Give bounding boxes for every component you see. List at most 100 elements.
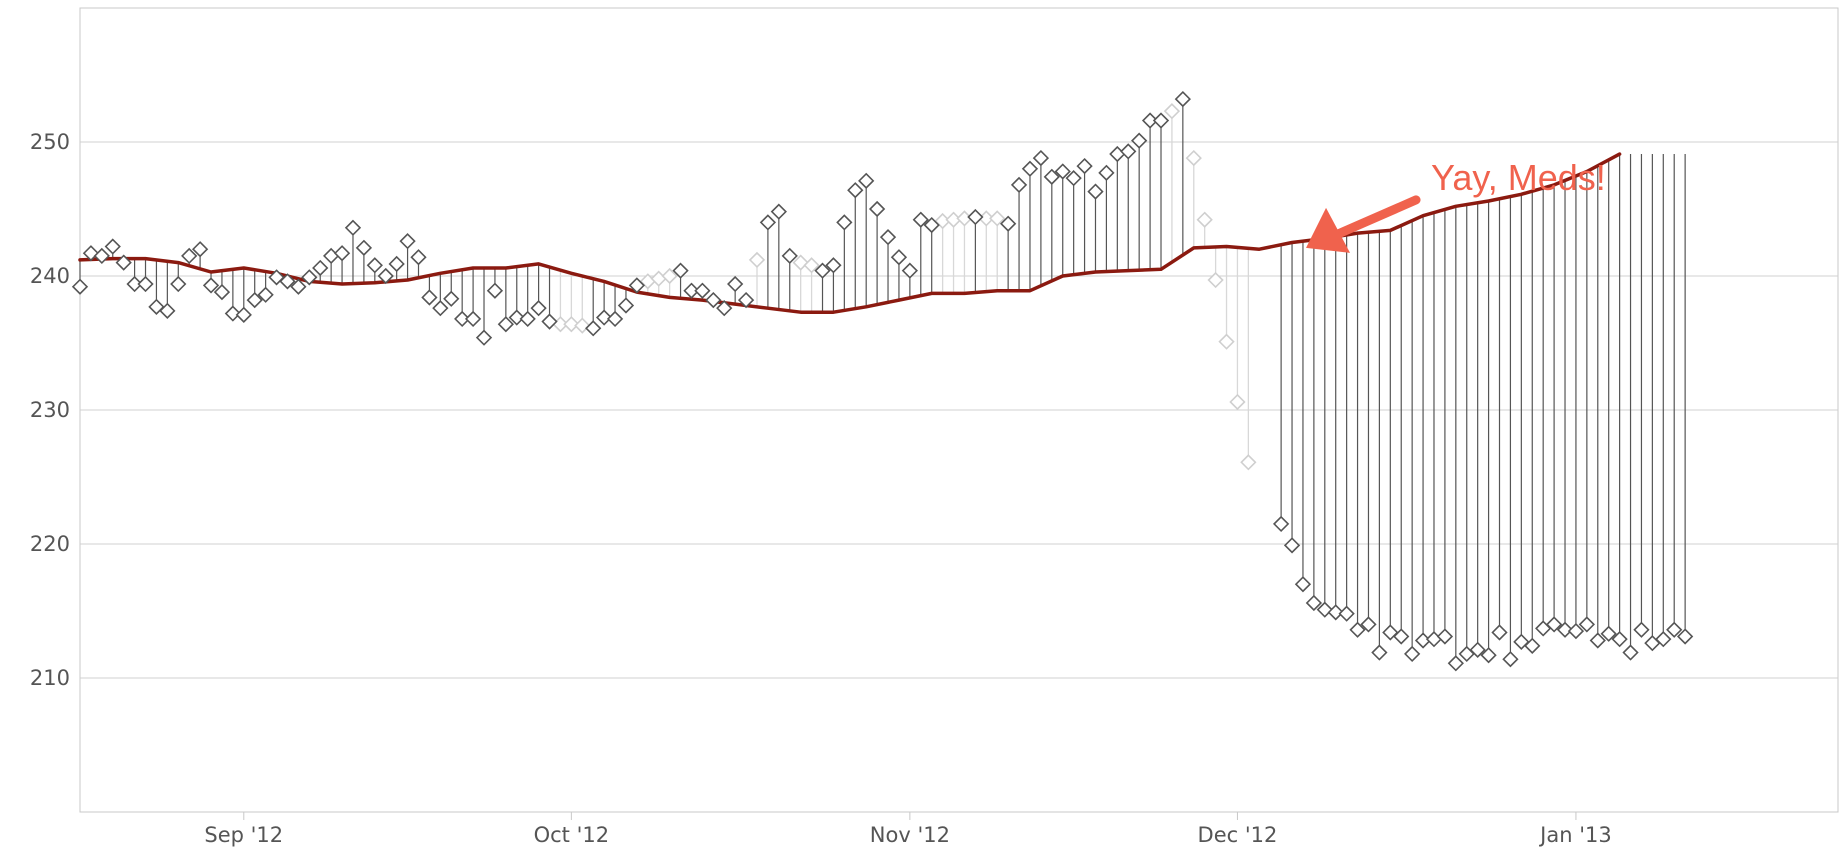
measurement-marker <box>912 211 929 228</box>
measurement-marker <box>879 229 897 246</box>
measurement-marker <box>770 203 787 220</box>
measurement-marker <box>159 302 176 319</box>
measurement-marker <box>323 247 340 265</box>
x-tick-label: Dec '12 <box>1198 823 1278 847</box>
measurement-marker <box>508 309 525 326</box>
interpolated-marker <box>574 317 591 334</box>
measurement-marker <box>1054 163 1071 180</box>
y-tick-label: 220 <box>30 532 70 556</box>
measurement-marker <box>301 269 318 286</box>
measurement-marker <box>1611 631 1628 648</box>
measurement-marker <box>1600 625 1617 642</box>
measurement-marker <box>1404 645 1421 663</box>
interpolated-marker <box>748 251 766 269</box>
interpolated-marker <box>1185 149 1202 167</box>
measurement-marker <box>170 275 187 293</box>
measurement-marker <box>1425 631 1443 648</box>
measurement-marker <box>705 291 722 309</box>
measurement-marker <box>1447 655 1464 672</box>
measurement-marker <box>1032 149 1050 167</box>
measurement-marker <box>1065 170 1082 187</box>
measurement-marker <box>224 305 242 322</box>
interpolated-marker <box>803 257 820 274</box>
measurement-marker <box>737 291 755 309</box>
annotation-arrow-shaft <box>1331 195 1421 240</box>
measurement-marker <box>901 262 918 279</box>
measurement-marker <box>858 172 875 189</box>
measurement-marker <box>126 275 143 293</box>
measurement-marker <box>1480 647 1497 664</box>
measurement-marker <box>1120 143 1137 160</box>
interpolated-marker <box>989 210 1006 227</box>
measurement-marker <box>268 269 285 286</box>
measurement-marker <box>814 262 831 279</box>
measurement-marker <box>1294 576 1312 593</box>
measurement-marker <box>1000 215 1017 232</box>
interpolated-marker <box>650 270 667 287</box>
measurement-marker <box>1316 601 1333 618</box>
measurement-marker <box>312 259 329 277</box>
measurement-marker <box>137 275 154 293</box>
measurement-marker <box>1371 644 1388 661</box>
measurement-marker <box>825 257 842 274</box>
measurement-marker <box>1469 641 1486 658</box>
measurement-marker <box>1360 616 1377 633</box>
measurement-marker <box>279 273 296 290</box>
measurement-marker <box>1021 160 1039 177</box>
measurement-marker <box>355 239 373 256</box>
measurement-marker <box>672 262 689 279</box>
measurement-marker <box>1087 183 1104 200</box>
trend-line <box>78 152 1622 314</box>
measurement-marker <box>1556 621 1574 638</box>
measurement-marker <box>1589 632 1606 649</box>
measurement-marker <box>1283 537 1301 554</box>
measurement-marker <box>82 245 100 262</box>
measurement-marker <box>377 267 394 285</box>
measurement-marker <box>683 282 700 299</box>
interpolated-marker <box>1229 393 1246 411</box>
measurement-marker <box>1272 515 1290 533</box>
measurement-marker <box>399 233 416 250</box>
measurement-marker <box>181 247 198 265</box>
measurement-marker <box>585 320 602 337</box>
measurement-marker <box>191 241 209 258</box>
measurement-marker <box>606 310 624 328</box>
measurement-marker <box>235 306 252 323</box>
measurement-marker <box>716 300 733 317</box>
measurement-marker <box>1305 594 1323 612</box>
measurement-marker <box>694 282 711 299</box>
interpolated-marker <box>1163 103 1181 120</box>
measurement-marker <box>1578 616 1595 633</box>
measurement-marker <box>628 277 646 294</box>
measurement-marker <box>443 290 460 307</box>
measurement-marker <box>541 313 558 330</box>
measurement-marker <box>530 300 547 317</box>
measurement-marker <box>1436 628 1454 645</box>
measurement-marker <box>202 277 220 294</box>
measurement-marker <box>1349 621 1366 638</box>
measurement-marker <box>1491 624 1508 641</box>
measurement-marker <box>410 249 427 266</box>
x-tick-label: Sep '12 <box>204 823 283 847</box>
interpolated-marker <box>661 267 678 285</box>
measurement-marker <box>1567 622 1585 640</box>
interpolated-marker <box>792 254 809 271</box>
measurement-marker <box>1502 651 1519 668</box>
measurement-marker <box>93 247 110 265</box>
measurement-marker <box>421 289 438 306</box>
measurement-marker <box>923 216 940 234</box>
measurement-marker <box>868 200 886 218</box>
measurement-marker <box>1676 628 1694 645</box>
x-tick-label: Nov '12 <box>870 823 950 847</box>
interpolated-marker <box>1240 454 1257 471</box>
measurement-marker <box>1131 132 1148 149</box>
interpolated-marker <box>1207 271 1224 289</box>
measurement-marker <box>1152 112 1170 129</box>
measurement-marker <box>617 297 635 314</box>
x-tick-label: Oct '12 <box>534 823 609 847</box>
measurement-marker <box>115 254 132 271</box>
annotation-arrow-head <box>1306 207 1351 253</box>
measurement-marker <box>1545 616 1563 633</box>
measurement-marker <box>454 310 471 328</box>
measurement-marker <box>1524 637 1541 654</box>
